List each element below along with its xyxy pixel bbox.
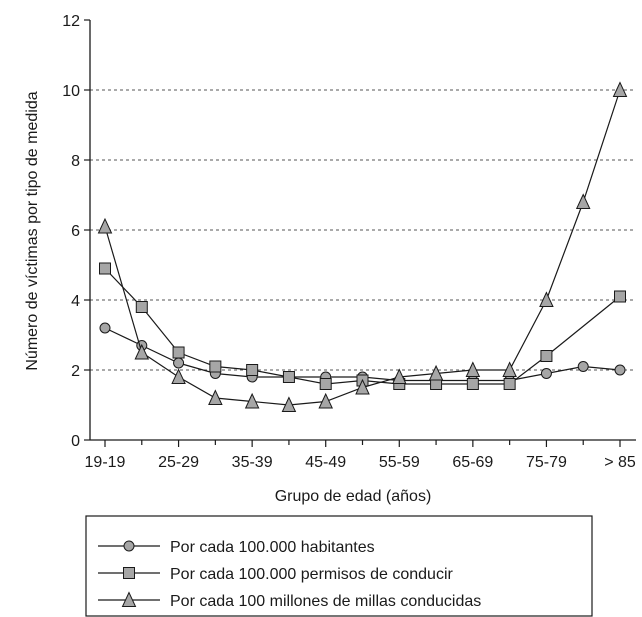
data-point: [135, 301, 148, 313]
data-point: [466, 378, 479, 390]
y-axis-ticks: 0 2 4 6 8 10 12: [62, 13, 90, 450]
data-point: [540, 368, 552, 379]
data-point: [172, 346, 185, 359]
data-point: [540, 350, 553, 362]
y-tick-label: 8: [71, 153, 80, 170]
x-tick-label: > 85: [604, 454, 636, 471]
data-point: [465, 361, 481, 377]
x-axis-ticks: 19-19 25-29 35-39 45-49 55-59 65-69 75-79 > 85: [85, 440, 636, 471]
y-tick-label: 0: [71, 433, 80, 450]
data-point: [171, 368, 186, 384]
series-square: [99, 262, 626, 390]
series-line: [104, 268, 621, 385]
data-point: [99, 262, 111, 275]
x-axis-label: Grupo de edad (años): [275, 488, 432, 505]
x-tick-label: 35-39: [232, 454, 273, 471]
data-point: [282, 371, 295, 383]
legend-label: Por cada 100 millones de millas conducid…: [170, 593, 481, 610]
data-point: [99, 322, 111, 334]
data-point: [539, 291, 554, 307]
data-point: [318, 392, 333, 409]
x-tick-label: 65-69: [452, 454, 493, 471]
grid-lines: [90, 89, 636, 371]
legend-label: Por cada 100.000 habitantes: [170, 539, 375, 556]
legend-marker-square: [123, 567, 135, 579]
data-point: [502, 361, 517, 377]
data-point: [392, 368, 407, 384]
y-tick-label: 6: [71, 223, 80, 240]
legend-marker-triangle: [121, 591, 137, 607]
data-point: [209, 360, 222, 373]
y-tick-label: 12: [62, 13, 80, 30]
legend: Por cada 100.000 habitantes Por cada 100.…: [85, 515, 593, 617]
data-point: [428, 364, 444, 381]
x-tick-label: 45-49: [305, 454, 346, 471]
y-axis-label: Número de víctimas por tipo de medida: [24, 91, 41, 370]
legend-box: [85, 515, 593, 617]
x-tick-label: 25-29: [158, 454, 199, 471]
data-point: [575, 193, 591, 209]
data-point: [319, 378, 332, 390]
x-tick-label: 19-19: [85, 454, 126, 471]
data-point: [208, 389, 223, 405]
data-point: [173, 357, 185, 369]
data-point: [577, 361, 589, 372]
data-point: [614, 364, 626, 376]
data-point: [134, 343, 150, 360]
data-point: [244, 392, 260, 409]
data-point: [612, 81, 628, 97]
data-point: [355, 378, 370, 395]
y-tick-label: 4: [71, 293, 80, 310]
x-tick-label: 75-79: [526, 454, 567, 471]
data-point: [246, 364, 259, 376]
data-point: [97, 217, 113, 234]
y-tick-label: 10: [62, 83, 80, 100]
y-tick-label: 2: [71, 363, 80, 380]
x-tick-label: 55-59: [379, 454, 420, 471]
series-group: [97, 81, 628, 412]
data-point: [503, 378, 516, 390]
data-point: [614, 290, 626, 303]
legend-marker-circle: [123, 540, 135, 552]
series-triangle: [97, 81, 628, 412]
data-point: [281, 396, 297, 412]
legend-label: Por cada 100.000 permisos de conducir: [170, 566, 454, 583]
